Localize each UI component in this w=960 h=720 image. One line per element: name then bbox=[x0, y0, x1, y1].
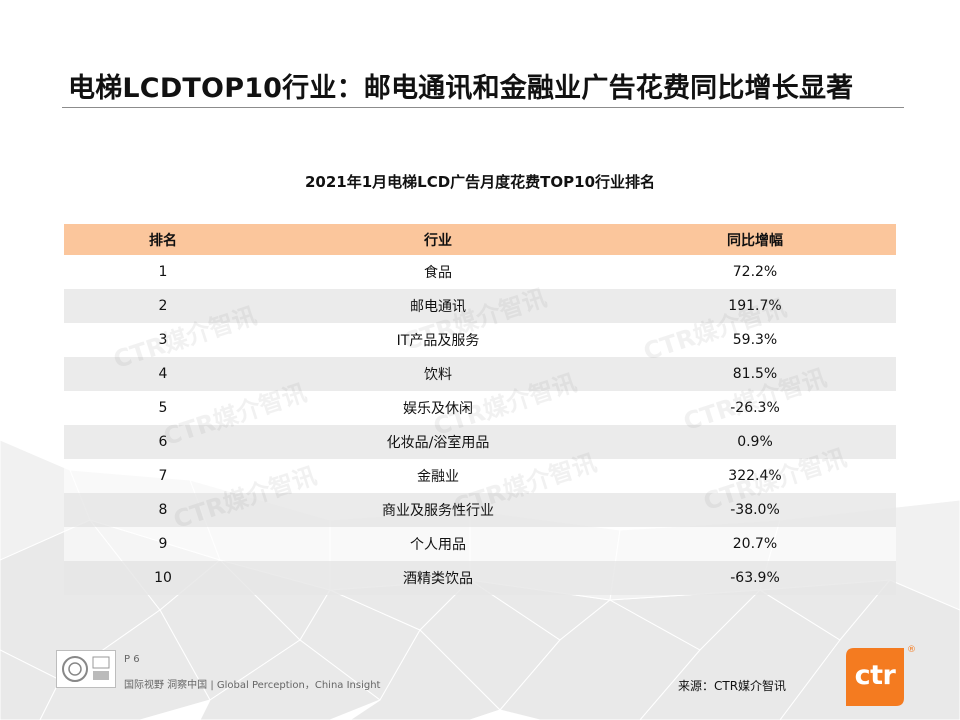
cell-industry: IT产品及服务 bbox=[262, 323, 614, 357]
cell-rank: 4 bbox=[64, 357, 262, 391]
cell-industry: 酒精类饮品 bbox=[262, 561, 614, 595]
header-growth: 同比增幅 bbox=[614, 224, 896, 255]
table-row: 7 金融业 322.4% bbox=[64, 459, 896, 493]
logo-text: ctr bbox=[854, 660, 896, 691]
cell-industry: 食品 bbox=[262, 255, 614, 289]
table-row: 6 化妆品/浴室用品 0.9% bbox=[64, 425, 896, 459]
table-row: 1 食品 72.2% bbox=[64, 255, 896, 289]
cell-industry: 商业及服务性行业 bbox=[262, 493, 614, 527]
cell-rank: 8 bbox=[64, 493, 262, 527]
cell-industry: 金融业 bbox=[262, 459, 614, 493]
certification-badge bbox=[56, 650, 116, 688]
cell-industry: 饮料 bbox=[262, 357, 614, 391]
cell-growth: -63.9% bbox=[614, 561, 896, 595]
table-row: 3 IT产品及服务 59.3% bbox=[64, 323, 896, 357]
cell-rank: 3 bbox=[64, 323, 262, 357]
cell-growth: -38.0% bbox=[614, 493, 896, 527]
ranking-table: 排名 行业 同比增幅 1 食品 72.2% 2 邮电通讯 191.7% 3 IT… bbox=[64, 224, 896, 595]
cell-industry: 个人用品 bbox=[262, 527, 614, 561]
cell-industry: 化妆品/浴室用品 bbox=[262, 425, 614, 459]
cell-rank: 9 bbox=[64, 527, 262, 561]
header-rank: 排名 bbox=[64, 224, 262, 255]
cell-growth: 322.4% bbox=[614, 459, 896, 493]
cell-growth: 81.5% bbox=[614, 357, 896, 391]
cell-rank: 1 bbox=[64, 255, 262, 289]
cell-growth: 0.9% bbox=[614, 425, 896, 459]
cell-industry: 邮电通讯 bbox=[262, 289, 614, 323]
cell-growth: 20.7% bbox=[614, 527, 896, 561]
cell-growth: -26.3% bbox=[614, 391, 896, 425]
cell-rank: 7 bbox=[64, 459, 262, 493]
table-row: 5 娱乐及休闲 -26.3% bbox=[64, 391, 896, 425]
slide-title: 电梯LCDTOP10行业：邮电通讯和金融业广告花费同比增长显著 bbox=[68, 73, 854, 104]
cell-rank: 6 bbox=[64, 425, 262, 459]
ctr-logo: ctr bbox=[846, 648, 904, 706]
table-row: 2 邮电通讯 191.7% bbox=[64, 289, 896, 323]
footer-tagline: 国际视野 洞察中国 | Global Perception，China Insi… bbox=[124, 680, 381, 691]
table-row: 8 商业及服务性行业 -38.0% bbox=[64, 493, 896, 527]
cell-rank: 5 bbox=[64, 391, 262, 425]
table-header-row: 排名 行业 同比增幅 bbox=[64, 224, 896, 255]
cell-industry: 娱乐及休闲 bbox=[262, 391, 614, 425]
certification-seal-icon bbox=[62, 656, 110, 682]
table-row: 9 个人用品 20.7% bbox=[64, 527, 896, 561]
registered-mark: ® bbox=[907, 645, 916, 655]
cell-growth: 72.2% bbox=[614, 255, 896, 289]
table-row: 10 酒精类饮品 -63.9% bbox=[64, 561, 896, 595]
cell-rank: 10 bbox=[64, 561, 262, 595]
table-row: 4 饮料 81.5% bbox=[64, 357, 896, 391]
cell-rank: 2 bbox=[64, 289, 262, 323]
cell-growth: 191.7% bbox=[614, 289, 896, 323]
header-industry: 行业 bbox=[262, 224, 614, 255]
table-caption: 2021年1月电梯LCD广告月度花费TOP10行业排名 bbox=[304, 173, 656, 191]
page-number: P 6 bbox=[124, 654, 140, 665]
title-divider bbox=[62, 107, 904, 108]
source-note: 来源：CTR媒介智讯 bbox=[678, 679, 787, 693]
cell-growth: 59.3% bbox=[614, 323, 896, 357]
logo-shape-icon bbox=[846, 648, 904, 706]
